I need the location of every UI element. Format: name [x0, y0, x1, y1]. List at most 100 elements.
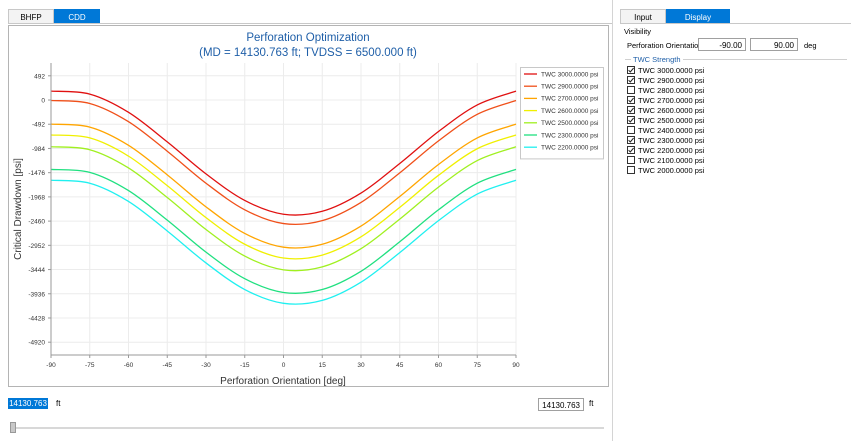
- checkbox-label: TWC 2400.0000 psi: [638, 126, 705, 135]
- legend-label: TWC 2500.0000 psi: [541, 120, 598, 127]
- depth-unit: ft: [56, 399, 61, 408]
- y-tick-label: -4920: [28, 340, 45, 347]
- x-tick-label: 75: [474, 362, 482, 369]
- checkbox-label: TWC 2900.0000 psi: [638, 76, 705, 85]
- series-line: [50, 90, 517, 216]
- checkbox-box[interactable]: [627, 86, 635, 94]
- twc-checkbox[interactable]: TWC 2500.0000 psi: [627, 116, 704, 126]
- series-line: [50, 179, 517, 305]
- twc-checkbox[interactable]: TWC 2700.0000 psi: [627, 96, 704, 106]
- checkbox-box[interactable]: [627, 116, 635, 124]
- check-mark: [628, 67, 634, 73]
- legend-label: TWC 2600.0000 psi: [541, 108, 598, 115]
- series-line: [50, 134, 517, 260]
- x-tick-label: 30: [357, 362, 365, 369]
- x-tick-label: 90: [512, 362, 520, 369]
- checkbox-label: TWC 2100.0000 psi: [638, 156, 705, 165]
- check-mark: [628, 97, 634, 103]
- legend-box: [520, 67, 604, 160]
- checkbox-box[interactable]: [627, 166, 635, 174]
- y-tick-label: 492: [34, 73, 45, 80]
- tab[interactable]: BHFP: [8, 9, 54, 24]
- visibility-title: Visibility: [624, 27, 651, 36]
- x-tick-label: 60: [435, 362, 443, 369]
- chart: Perforation Optimization (MD = 14130.763…: [8, 25, 609, 387]
- checkbox-label: TWC 2800.0000 psi: [638, 86, 705, 95]
- x-tick-label: 15: [319, 362, 327, 369]
- x-tick-label: -60: [124, 362, 134, 369]
- depth-display-unit: ft: [589, 399, 594, 408]
- series-line: [50, 146, 517, 272]
- checkbox-box[interactable]: [627, 76, 635, 84]
- y-tick-label: 0: [41, 98, 45, 105]
- slider-track: [10, 427, 604, 429]
- twc-checkbox[interactable]: TWC 2800.0000 psi: [627, 86, 704, 96]
- checkbox-label: TWC 3000.0000 psi: [638, 66, 705, 75]
- check-mark: [628, 117, 634, 123]
- x-tick-label: -45: [163, 362, 173, 369]
- series-line: [50, 99, 517, 226]
- divider: [612, 0, 613, 441]
- check-mark: [628, 107, 634, 113]
- orientation-min[interactable]: -90.00: [698, 38, 746, 51]
- twc-checkbox[interactable]: TWC 2600.0000 psi: [627, 106, 704, 116]
- twc-checkbox[interactable]: TWC 2000.0000 psi: [627, 166, 704, 176]
- check-mark: [628, 147, 634, 153]
- twc-checkbox[interactable]: TWC 2100.0000 psi: [627, 156, 704, 166]
- panel-tab[interactable]: Input: [620, 9, 666, 24]
- checkbox-box[interactable]: [627, 126, 635, 134]
- y-tick-label: -2952: [28, 243, 45, 250]
- panel-tab-underline: [620, 23, 851, 24]
- chart-frame: [8, 25, 609, 387]
- checkbox-box[interactable]: [627, 66, 635, 74]
- x-axis-label: Perforation Orientation [deg]: [220, 376, 346, 387]
- checkbox-box[interactable]: [627, 106, 635, 114]
- y-tick-label: -1476: [28, 170, 45, 177]
- twc-checkbox[interactable]: TWC 2300.0000 psi: [627, 136, 704, 146]
- checkbox-label: TWC 2300.0000 psi: [638, 136, 705, 145]
- panel-tab[interactable]: Display: [666, 9, 730, 24]
- orientation-max[interactable]: 90.00: [750, 38, 798, 51]
- legend-label: TWC 2900.0000 psi: [541, 84, 598, 91]
- checkbox-box[interactable]: [627, 156, 635, 164]
- checkbox-box[interactable]: [627, 136, 635, 144]
- orientation-label: Perforation Orientation:: [627, 41, 705, 50]
- check-mark: [628, 137, 634, 143]
- depth-input[interactable]: 14130.763: [8, 398, 48, 409]
- group-line: [625, 59, 847, 60]
- tab[interactable]: CDD: [54, 9, 100, 24]
- legend-label: TWC 3000.0000 psi: [541, 71, 598, 78]
- y-axis-label: Critical Drawdown [psi]: [13, 158, 24, 260]
- series-line: [50, 123, 517, 249]
- x-tick-label: 45: [396, 362, 404, 369]
- orientation-unit: deg: [804, 41, 817, 50]
- chart-subtitle: (MD = 14130.763 ft; TVDSS = 6500.000 ft): [199, 47, 417, 59]
- legend-label: TWC 2300.0000 psi: [541, 132, 598, 139]
- checkbox-box[interactable]: [627, 96, 635, 104]
- check-mark: [628, 77, 634, 83]
- checkbox-label: TWC 2500.0000 psi: [638, 116, 705, 125]
- twc-checkbox[interactable]: TWC 2400.0000 psi: [627, 126, 704, 136]
- checkbox-label: TWC 2000.0000 psi: [638, 166, 705, 175]
- twc-checkbox[interactable]: TWC 3000.0000 psi: [627, 66, 704, 76]
- x-tick-label: -15: [240, 362, 250, 369]
- slider-thumb[interactable]: [10, 422, 16, 433]
- twc-checkbox[interactable]: TWC 2900.0000 psi: [627, 76, 704, 86]
- y-tick-label: -492: [32, 122, 45, 129]
- checkbox-label: TWC 2200.0000 psi: [638, 146, 705, 155]
- checkbox-box[interactable]: [627, 146, 635, 154]
- chart-title: Perforation Optimization: [246, 32, 369, 44]
- legend-label: TWC 2700.0000 psi: [541, 96, 598, 103]
- y-tick-label: -1968: [28, 194, 45, 201]
- legend-label: TWC 2200.0000 psi: [541, 145, 598, 152]
- y-tick-label: -2460: [28, 219, 45, 226]
- depth-display: 14130.763: [538, 398, 584, 411]
- series-line: [50, 168, 517, 294]
- y-tick-label: -984: [32, 146, 45, 153]
- twc-title: TWC Strength: [631, 55, 683, 64]
- checkbox-label: TWC 2600.0000 psi: [638, 106, 705, 115]
- x-tick-label: -30: [201, 362, 211, 369]
- twc-checkbox[interactable]: TWC 2200.0000 psi: [627, 146, 704, 156]
- tab-underline: [8, 23, 612, 24]
